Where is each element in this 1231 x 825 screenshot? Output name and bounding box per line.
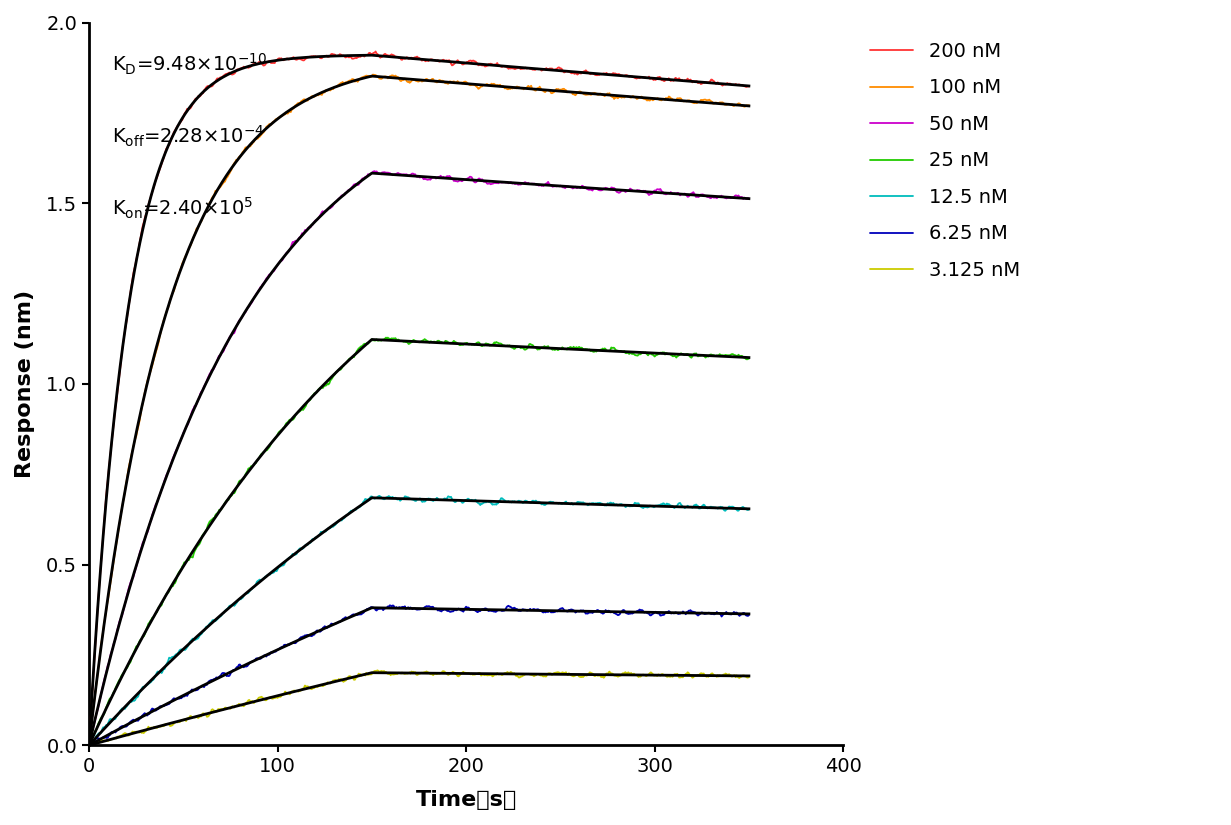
25 nM (190, 543, 204, 553)
50 nM (190, 399, 204, 409)
Line: 25 nM: 25 nM (89, 337, 748, 745)
25 nM (648, 351, 662, 361)
Line: 6.25 nM: 6.25 nM (89, 606, 748, 745)
3.125 nM (353, 669, 368, 679)
200 nM (613, 70, 628, 80)
200 nM (648, 74, 662, 84)
12.5 nM (741, 505, 756, 515)
50 nM (648, 186, 662, 196)
100 nM (366, 69, 380, 79)
12.5 nM (372, 491, 387, 501)
Legend: 200 nM, 100 nM, 50 nM, 25 nM, 12.5 nM, 6.25 nM, 3.125 nM: 200 nM, 100 nM, 50 nM, 25 nM, 12.5 nM, 6… (860, 32, 1029, 290)
50 nM (367, 166, 382, 176)
12.5 nM (81, 740, 96, 750)
25 nM (352, 343, 367, 353)
12.5 nM (565, 500, 580, 510)
6.25 nM (182, 688, 197, 698)
200 nM (352, 52, 367, 62)
X-axis label: Time（s）: Time（s） (416, 790, 517, 810)
200 nM (368, 46, 383, 56)
100 nM (648, 94, 662, 104)
200 nM (741, 82, 756, 92)
50 nM (352, 178, 367, 188)
3.125 nM (614, 670, 629, 680)
6.25 nM (383, 601, 398, 610)
Line: 100 nM: 100 nM (89, 74, 748, 745)
6.25 nM (190, 685, 204, 695)
12.5 nM (182, 639, 197, 648)
3.125 nM (84, 741, 98, 751)
25 nM (81, 740, 96, 750)
3.125 nM (566, 672, 581, 681)
50 nM (81, 740, 96, 750)
3.125 nM (190, 713, 204, 723)
6.25 nM (352, 610, 367, 620)
6.25 nM (565, 605, 580, 615)
200 nM (182, 104, 197, 114)
3.125 nM (741, 672, 756, 682)
100 nM (352, 74, 367, 84)
Line: 3.125 nM: 3.125 nM (89, 671, 748, 746)
12.5 nM (352, 502, 367, 512)
Y-axis label: Response (nm): Response (nm) (15, 290, 34, 478)
100 nM (741, 100, 756, 110)
50 nM (613, 186, 628, 196)
100 nM (613, 92, 628, 101)
100 nM (565, 89, 580, 99)
3.125 nM (182, 711, 197, 721)
100 nM (182, 243, 197, 253)
Text: K$_\mathregular{on}$=2.40×10$^{5}$: K$_\mathregular{on}$=2.40×10$^{5}$ (112, 196, 252, 221)
6.25 nM (613, 607, 628, 617)
12.5 nM (190, 634, 204, 644)
50 nM (182, 416, 197, 426)
Text: K$_\mathregular{off}$=2.28×10$^{-4}$: K$_\mathregular{off}$=2.28×10$^{-4}$ (112, 124, 265, 148)
25 nM (613, 346, 628, 356)
25 nM (741, 354, 756, 364)
25 nM (379, 332, 394, 342)
3.125 nM (81, 740, 96, 750)
12.5 nM (613, 499, 628, 509)
6.25 nM (741, 610, 756, 620)
200 nM (190, 94, 204, 104)
3.125 nM (649, 670, 664, 680)
25 nM (565, 343, 580, 353)
100 nM (81, 740, 96, 750)
Line: 200 nM: 200 nM (89, 51, 748, 745)
Text: K$_\mathregular{D}$=9.48×10$^{-10}$: K$_\mathregular{D}$=9.48×10$^{-10}$ (112, 51, 267, 77)
100 nM (190, 224, 204, 233)
50 nM (565, 183, 580, 193)
6.25 nM (81, 740, 96, 750)
6.25 nM (648, 607, 662, 617)
Line: 50 nM: 50 nM (89, 171, 748, 745)
200 nM (565, 68, 580, 78)
12.5 nM (648, 502, 662, 512)
50 nM (741, 194, 756, 204)
25 nM (182, 555, 197, 565)
200 nM (81, 740, 96, 750)
3.125 nM (371, 666, 385, 676)
Line: 12.5 nM: 12.5 nM (89, 496, 748, 745)
